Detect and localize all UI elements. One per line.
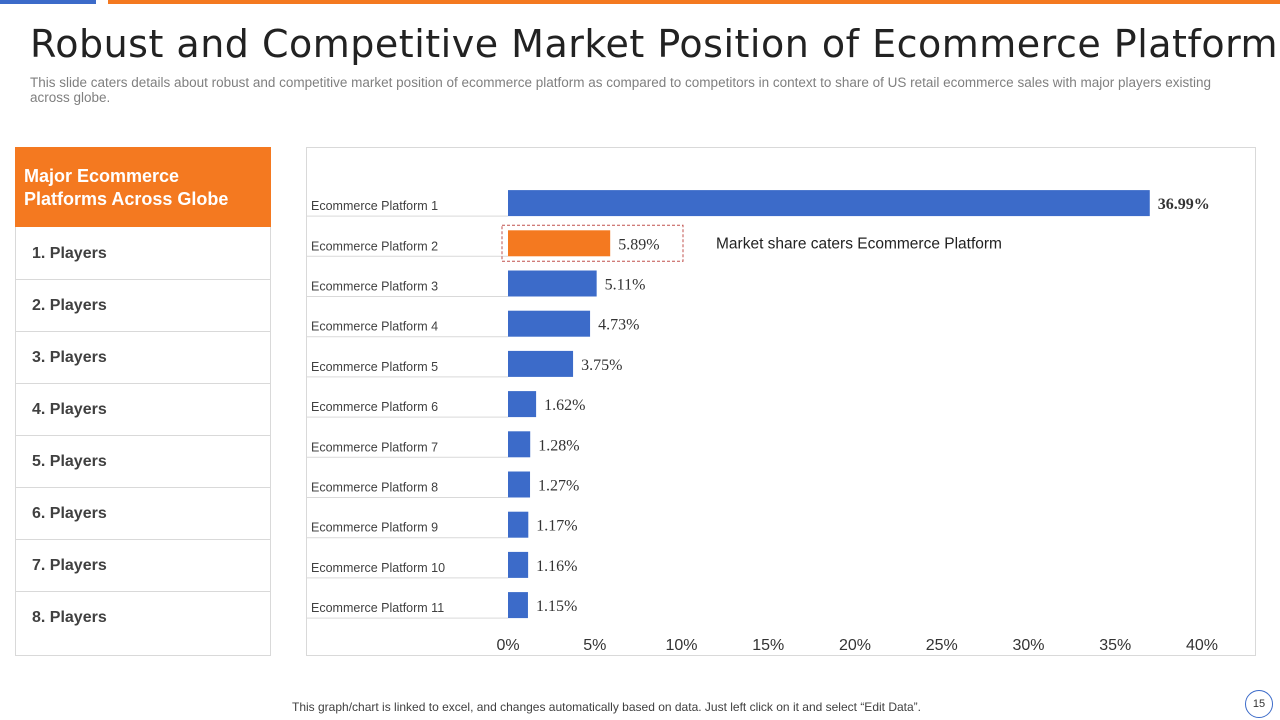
data-label: 1.15% <box>536 598 577 615</box>
x-tick-label: 25% <box>926 637 958 654</box>
data-label: 1.27% <box>538 478 579 495</box>
slide-title: Robust and Competitive Market Position o… <box>30 22 1279 66</box>
category-label: Ecommerce Platform 1 <box>311 199 438 213</box>
data-label: 1.28% <box>538 437 579 454</box>
bar <box>508 270 597 297</box>
highlight-box <box>501 224 684 262</box>
players-panel-heading: Major Ecommerce Platforms Across Globe <box>15 147 271 227</box>
bar <box>508 511 529 538</box>
category-label: Ecommerce Platform 8 <box>311 481 438 495</box>
bar <box>508 592 528 619</box>
bar <box>508 190 1150 217</box>
player-item: 3. Players <box>15 332 271 384</box>
annotation: Market share caters Ecommerce Platform <box>716 235 1002 252</box>
x-tick-label: 20% <box>839 637 871 654</box>
x-tick-label: 15% <box>752 637 784 654</box>
x-tick-label: 5% <box>583 637 606 654</box>
bar <box>508 471 531 498</box>
bar <box>508 350 574 377</box>
data-label: 4.73% <box>598 317 639 334</box>
x-tick-label: 35% <box>1099 637 1131 654</box>
data-label: 5.89% <box>618 236 659 253</box>
players-list: 1. Players 2. Players 3. Players 4. Play… <box>15 228 271 644</box>
chart-frame <box>306 147 1256 656</box>
player-item: 8. Players <box>32 609 107 626</box>
top-accent-bar-blue <box>0 0 96 4</box>
bar <box>508 551 529 578</box>
footer-note: This graph/chart is linked to excel, and… <box>292 700 921 714</box>
category-label: Ecommerce Platform 4 <box>311 320 438 334</box>
x-tick-label: 10% <box>665 637 697 654</box>
category-label: Ecommerce Platform 2 <box>311 239 438 253</box>
x-tick-label: 30% <box>1012 637 1044 654</box>
data-label: 1.17% <box>536 518 577 535</box>
player-item: 2. Players <box>15 280 271 332</box>
player-item: 7. Players <box>15 540 271 592</box>
bar <box>508 431 531 458</box>
player-item: 6. Players <box>15 488 271 540</box>
data-label: 3.75% <box>581 357 622 374</box>
x-tick-label: 40% <box>1186 637 1218 654</box>
page-number: 15 <box>1245 690 1273 718</box>
bar <box>508 230 611 257</box>
category-label: Ecommerce Platform 11 <box>311 601 444 615</box>
category-label: Ecommerce Platform 6 <box>311 400 438 414</box>
data-label: 1.16% <box>536 558 577 575</box>
bar <box>508 310 591 337</box>
category-label: Ecommerce Platform 5 <box>311 360 438 374</box>
x-tick-label: 0% <box>496 637 519 654</box>
data-label: 36.99% <box>1158 196 1210 213</box>
data-label: 1.62% <box>544 397 585 414</box>
player-item: 5. Players <box>15 436 271 488</box>
category-label: Ecommerce Platform 10 <box>311 561 445 575</box>
slide-subtitle: This slide caters details about robust a… <box>30 75 1212 105</box>
category-label: Ecommerce Platform 7 <box>311 440 438 454</box>
category-label: Ecommerce Platform 9 <box>311 521 438 535</box>
bar <box>508 391 537 418</box>
top-accent-bar-orange <box>108 0 1280 4</box>
category-label: Ecommerce Platform 3 <box>311 280 438 294</box>
player-item: 4. Players <box>15 384 271 436</box>
data-label: 5.11% <box>605 277 646 294</box>
player-item: 1. Players <box>15 228 271 280</box>
